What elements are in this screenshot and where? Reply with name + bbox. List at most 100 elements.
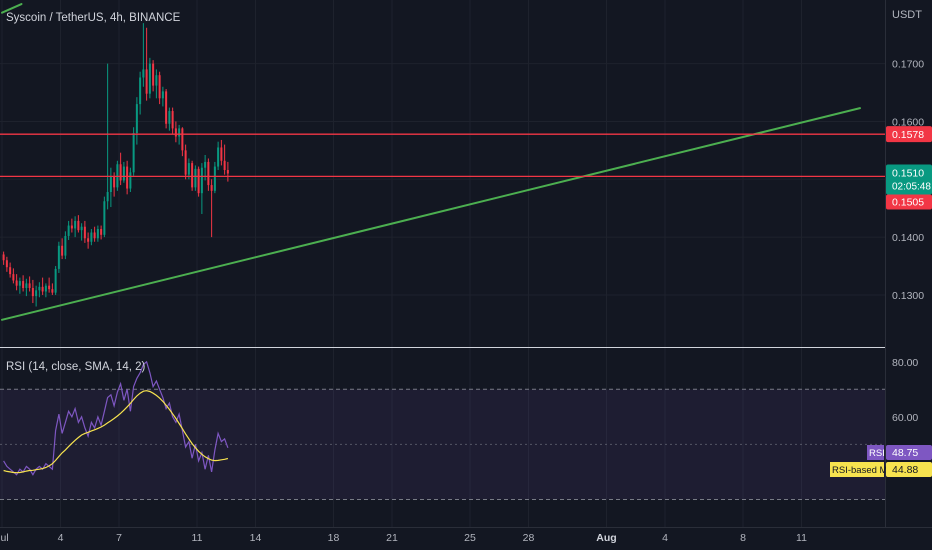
candle-body: [106, 192, 109, 202]
rsi-line: [3, 360, 229, 476]
candle-body: [31, 288, 34, 297]
candle-body: [122, 166, 125, 181]
grid: [0, 0, 885, 527]
candle-body: [145, 69, 148, 94]
candle-body: [77, 220, 80, 231]
candle-body: [38, 286, 41, 291]
candle-body: [9, 267, 12, 275]
rsi-ma-legend-tag: [830, 462, 884, 477]
candle-body: [158, 75, 161, 99]
candle-body: [35, 290, 38, 297]
rsi-tick-label: 80.00: [892, 357, 918, 369]
time-tick-label: 11: [192, 532, 203, 544]
candle-body: [119, 164, 122, 181]
trendline-upper: [1, 3, 23, 14]
price-tick-label: 0.1300: [892, 290, 924, 302]
time-tick-label: 4: [58, 532, 64, 544]
price-tick-label: 0.1600: [892, 116, 924, 128]
candle-body: [129, 172, 132, 189]
support-badge: [886, 194, 932, 210]
candle-body: [41, 286, 44, 292]
candle-body: [61, 245, 64, 256]
candle-body: [226, 170, 229, 174]
time-tick-label: Aug: [596, 532, 616, 544]
candle-body: [96, 229, 99, 239]
time-tick-label: 8: [740, 532, 746, 544]
candle-body: [54, 268, 57, 293]
candle-body: [210, 185, 213, 191]
time-tick-label: 21: [386, 532, 398, 544]
candle-body: [44, 285, 47, 292]
candle-body: [51, 289, 54, 293]
time-tick-label: 18: [328, 532, 340, 544]
time-tick-label: 7: [116, 532, 122, 544]
candle-body: [80, 226, 83, 231]
candle-body: [28, 283, 31, 289]
rsi-title[interactable]: RSI (14, close, SMA, 14, 2): [6, 361, 146, 373]
time-tick-label: 11: [796, 532, 807, 544]
rsi-lines: [3, 360, 229, 476]
rsi-tick-label: 60.00: [892, 412, 918, 424]
bar-countdown-label: 02:05:48: [892, 182, 931, 193]
candle-body: [223, 160, 226, 171]
candle-body: [15, 280, 18, 286]
rsi-ma-legend-label: RSI-based MA: [832, 465, 894, 476]
time-tick-label: Jul: [0, 532, 9, 544]
candle-body: [152, 63, 155, 86]
trendline-lower: [1, 107, 861, 321]
symbol-title[interactable]: Syscoin / TetherUS, 4h, BINANCE: [6, 12, 181, 24]
candle-body: [70, 225, 73, 229]
candle-body: [139, 77, 142, 105]
candle-body: [181, 128, 184, 151]
candle-body: [155, 75, 158, 86]
candle-body: [168, 111, 171, 124]
candle-body: [132, 133, 135, 173]
candle-body: [5, 260, 8, 268]
candle-body: [184, 150, 187, 175]
candle-body: [109, 176, 112, 193]
time-axis-bg: [0, 528, 932, 550]
candle-body: [178, 128, 181, 137]
rsi-legend-label: RSI: [869, 448, 885, 459]
candle-body: [48, 285, 51, 290]
price-tick-label: 0.1700: [892, 59, 924, 71]
candle-body: [191, 163, 194, 188]
candle-body: [103, 201, 106, 235]
candle-body: [2, 254, 5, 261]
horizontal-levels[interactable]: [0, 133, 885, 178]
current-price-badge: [886, 164, 932, 195]
candle-body: [93, 232, 96, 239]
candle-body: [194, 168, 197, 188]
resistance-badge: [886, 126, 932, 143]
candle-body: [57, 245, 60, 269]
candle-body: [142, 69, 145, 78]
trendlines[interactable]: [1, 3, 861, 321]
time-tick-label: 28: [523, 532, 535, 544]
candle-body: [197, 168, 200, 194]
time-axis[interactable]: Jul 4 7 11 14 18 21 25 28 Aug 4 8 11: [0, 527, 932, 550]
rsi-ma-line: [3, 390, 229, 474]
candle-body: [22, 281, 25, 289]
candle-body: [171, 111, 174, 129]
candle-body: [220, 147, 223, 161]
rsi-value-badge: [886, 445, 932, 460]
candle-body: [217, 147, 220, 167]
candle-body: [67, 225, 70, 236]
candle-body: [25, 283, 28, 289]
time-tick-label: 4: [662, 532, 668, 544]
candle-body: [18, 281, 21, 286]
rsi-ma-value-label: 44.88: [892, 464, 918, 476]
candle-body: [187, 163, 190, 175]
time-tick-label: 25: [464, 532, 476, 544]
candle-body: [148, 63, 151, 94]
candle-body: [100, 229, 103, 235]
candle-body: [87, 238, 90, 242]
candle-body: [126, 166, 129, 189]
candle-body: [64, 235, 67, 256]
candle-body: [135, 104, 138, 134]
candle-body: [204, 161, 207, 168]
candle-body: [161, 91, 164, 99]
candle-body: [165, 91, 168, 124]
candle-body: [174, 128, 177, 137]
